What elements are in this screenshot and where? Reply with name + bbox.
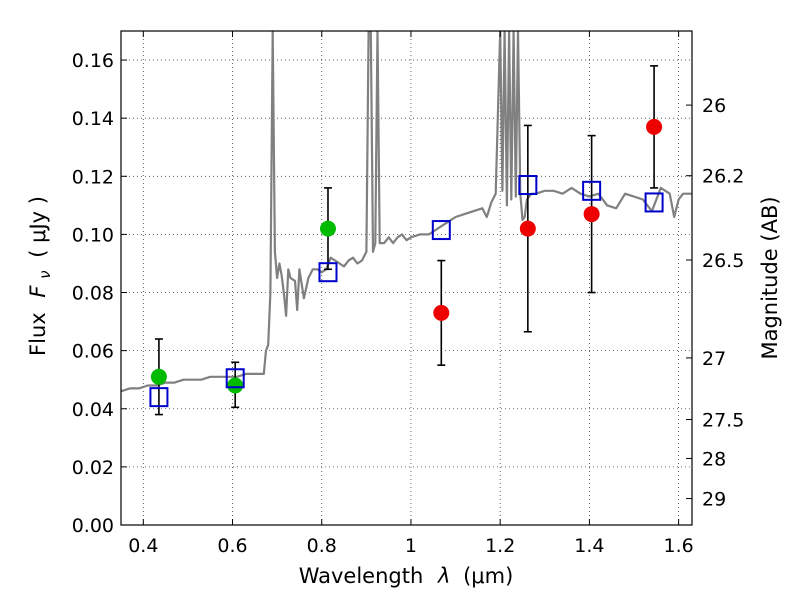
y-tick-label: 0.16 xyxy=(72,50,114,72)
y-tick-label: 0.12 xyxy=(72,166,114,188)
model-square-point xyxy=(225,368,245,389)
red-data-point xyxy=(583,206,600,223)
x-axis-title: Wavelength λ (μm) xyxy=(299,564,514,588)
grid-lines xyxy=(121,31,692,526)
x-axis-unit: (μm) xyxy=(463,564,513,588)
spectrum-line xyxy=(121,31,692,393)
y-axis-label: Flux xyxy=(26,312,50,356)
x-tick-label: 1.6 xyxy=(664,535,694,557)
y-axis-symbol: F xyxy=(26,285,50,298)
model-square-point xyxy=(431,220,451,241)
y-tick-label: 0.04 xyxy=(72,399,114,421)
data-markers xyxy=(149,118,664,408)
green-data-point xyxy=(319,220,336,237)
model-square-point xyxy=(149,387,169,408)
model-square-point xyxy=(318,262,338,283)
y-axis-title: Flux F ν ( μJy ) xyxy=(26,196,55,356)
y2-tick-label: 27 xyxy=(702,348,726,370)
y2-tick-label: 26.5 xyxy=(702,250,744,272)
model-square-point xyxy=(518,175,538,196)
y-tick-label: 0.00 xyxy=(72,515,114,537)
green-data-point xyxy=(150,368,167,385)
y2-tick-label: 27.5 xyxy=(702,410,744,432)
x-axis-symbol: λ xyxy=(437,564,450,588)
y-tick-label: 0.14 xyxy=(72,108,114,130)
red-data-point xyxy=(519,220,536,237)
red-data-point xyxy=(646,118,663,135)
y-tick-label: 0.02 xyxy=(72,457,114,479)
y-axis-subscript: ν xyxy=(36,270,54,278)
x-axis-label: Wavelength xyxy=(299,564,424,588)
model-spectrum xyxy=(121,31,692,393)
y2-tick-label: 29 xyxy=(702,489,726,511)
y-axis-unit: ( μJy ) xyxy=(26,196,50,258)
x-tick-label: 1.2 xyxy=(485,535,515,557)
tick-labels: 0.4 0.6 0.8 1 1.2 1.4 1.6 0.00 0.02 0.04 0.06 0.08 0… xyxy=(72,50,745,557)
axis-ticks xyxy=(121,31,692,526)
plot-frame xyxy=(120,30,693,526)
y2-tick-label: 28 xyxy=(702,448,726,470)
y2-axis-title: Magnitude (AB) xyxy=(758,196,782,359)
y-tick-label: 0.10 xyxy=(72,224,114,246)
y2-tick-label: 26.2 xyxy=(702,166,744,188)
y-tick-label: 0.06 xyxy=(72,341,114,363)
x-tick-label: 0.4 xyxy=(128,535,158,557)
red-data-point xyxy=(433,304,450,321)
model-square-point xyxy=(644,192,664,213)
x-tick-label: 1.4 xyxy=(574,535,604,557)
x-tick-label: 1 xyxy=(405,535,417,557)
y2-tick-label: 26 xyxy=(702,95,726,117)
green-data-point xyxy=(227,377,244,394)
x-tick-label: 0.6 xyxy=(217,535,247,557)
x-tick-label: 0.8 xyxy=(307,535,337,557)
model-square-point xyxy=(582,180,602,201)
y-tick-label: 0.08 xyxy=(72,283,114,305)
